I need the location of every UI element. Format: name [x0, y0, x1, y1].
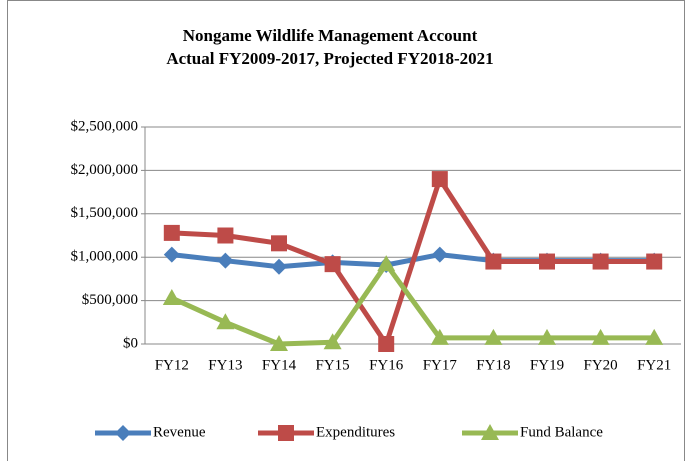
data-point: [591, 328, 610, 345]
data-point: [484, 328, 503, 345]
data-point: [163, 224, 180, 241]
x-tick-label: FY21: [637, 357, 671, 373]
data-point: [162, 288, 181, 305]
data-point: [377, 255, 396, 272]
data-point: [538, 328, 556, 345]
chart-title: Nongame Wildlife Management Account: [183, 26, 478, 45]
data-point: [592, 253, 609, 270]
legend-marker: [481, 424, 499, 440]
series-line: [170, 261, 655, 347]
data-point: [430, 328, 449, 345]
x-tick-label: FY14: [262, 357, 297, 373]
y-tick-label: $2,000,000: [71, 162, 139, 178]
data-point: [646, 253, 663, 270]
x-tick-label: FY12: [155, 357, 189, 373]
x-tick-label: FY15: [316, 357, 350, 373]
data-point: [323, 333, 342, 350]
data-point: [324, 256, 341, 273]
y-tick-label: $0: [123, 335, 138, 351]
data-point: [271, 235, 287, 252]
data-point: [216, 313, 235, 330]
data-point: [431, 171, 448, 188]
legend-label: Expenditures: [316, 424, 395, 440]
x-tick-label: FY18: [476, 357, 510, 373]
chart-title: Actual FY2009-2017, Projected FY2018-202…: [166, 49, 493, 68]
y-tick-label: $1,000,000: [71, 249, 139, 265]
data-point: [485, 253, 502, 270]
legend-marker: [278, 425, 294, 441]
chart-border: [7, 0, 685, 466]
legend-label: Revenue: [153, 424, 206, 440]
x-tick-label: FY17: [423, 357, 458, 373]
data-point: [271, 258, 287, 275]
data-point: [539, 253, 555, 270]
y-tick-label: $500,000: [82, 292, 138, 308]
data-point: [378, 336, 395, 352]
series-line: [171, 176, 655, 347]
x-tick-label: FY19: [530, 357, 564, 373]
data-point: [270, 335, 288, 351]
legend-label: Fund Balance: [520, 424, 603, 440]
x-tick-label: FY16: [369, 357, 404, 373]
data-point: [217, 227, 234, 244]
data-point: [217, 252, 234, 269]
data-point: [163, 246, 180, 263]
y-tick-label: $1,500,000: [71, 205, 139, 221]
x-tick-label: FY20: [584, 357, 618, 373]
x-tick-label: FY13: [208, 357, 242, 373]
data-point: [645, 328, 664, 345]
y-tick-label: $2,500,000: [71, 118, 139, 134]
legend-marker: [115, 425, 131, 441]
data-point: [431, 246, 448, 263]
